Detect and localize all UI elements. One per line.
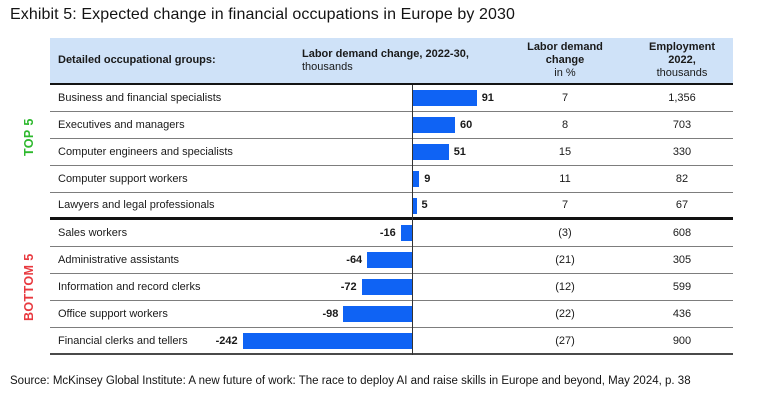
chart-zero-axis [412, 85, 413, 355]
group-label-top5: TOP 5 [22, 118, 36, 156]
demand-change-pct-value: 7 [561, 92, 569, 104]
occupation-label: Computer support workers [58, 173, 188, 185]
occupation-label: Sales workers [58, 227, 128, 239]
demand-change-bar [413, 198, 417, 214]
header-occupational-groups: Detailed occupational groups: [58, 38, 216, 83]
table-row: Sales workers -16 (3) 608 [50, 220, 733, 247]
occupation-label: Office support workers [58, 308, 168, 320]
bar-value-label: -64 [346, 254, 363, 266]
table-row: Computer support workers 9 11 82 [50, 166, 733, 193]
table-row: Administrative assistants -64 (21) 305 [50, 247, 733, 274]
occupation-label: Computer engineers and specialists [58, 146, 233, 158]
group-label-bottom5: BOTTOM 5 [22, 253, 36, 321]
header-labor-demand-change-thousands: Labor demand change, 2022-30, thousands [302, 38, 469, 83]
exhibit-table: Detailed occupational groups: Labor dema… [50, 38, 733, 355]
bar-value-label: -16 [379, 227, 396, 239]
bar-value-label: 60 [460, 119, 473, 131]
header-pct-line2: in % [554, 67, 576, 79]
demand-change-pct-value: (27) [555, 334, 575, 347]
table-row: Business and financial specialists 91 7 … [50, 85, 733, 112]
demand-change-pct-value: (3) [558, 227, 572, 239]
header-pct-line1: Labor demand change [527, 41, 603, 66]
bar-value-label: 91 [481, 92, 494, 104]
employment-value: 608 [672, 227, 692, 239]
demand-change-bar [413, 144, 449, 160]
source-note: Source: McKinsey Global Institute: A new… [10, 375, 691, 387]
occupation-label: Lawyers and legal professionals [58, 199, 215, 211]
employment-value: 67 [675, 199, 689, 211]
table-row: Financial clerks and tellers -242 (27) 9… [50, 328, 733, 355]
bar-value-label: 5 [421, 199, 428, 211]
demand-change-bar [400, 225, 412, 241]
bar-value-label: 51 [453, 146, 466, 158]
header-employment-line1: Employment 2022, [648, 41, 715, 66]
exhibit-title: Exhibit 5: Expected change in financial … [10, 6, 516, 23]
header-labor-demand-change-pct: Labor demand change in % [515, 38, 615, 83]
demand-change-pct-value: (22) [555, 308, 575, 320]
employment-value: 305 [672, 254, 692, 266]
table-row: Lawyers and legal professionals 5 7 67 [50, 193, 733, 220]
table-header-row: Detailed occupational groups: Labor dema… [50, 38, 733, 85]
employment-value: 599 [672, 281, 692, 293]
table-row: Information and record clerks -72 (12) 5… [50, 274, 733, 301]
demand-change-pct-value: 7 [561, 199, 569, 211]
demand-change-bar [367, 252, 412, 268]
table-row: Computer engineers and specialists 51 15… [50, 139, 733, 166]
demand-change-pct-value: 11 [559, 173, 571, 185]
bar-value-label: -242 [215, 334, 238, 347]
occupation-label: Financial clerks and tellers [58, 334, 188, 347]
table-row: Executives and managers 60 8 703 [50, 112, 733, 139]
header-employment: Employment 2022, thousands [634, 38, 730, 83]
demand-change-bar [242, 333, 412, 349]
header-occupational-groups-label: Detailed occupational groups: [58, 54, 216, 66]
table-body: Business and financial specialists 91 7 … [50, 85, 733, 355]
occupation-label: Business and financial specialists [58, 92, 222, 104]
employment-value: 330 [672, 146, 692, 158]
employment-value: 82 [675, 173, 689, 185]
demand-change-pct-value: 15 [558, 146, 572, 158]
demand-change-bar [343, 306, 412, 322]
demand-change-bar [413, 117, 455, 133]
bar-value-label: 9 [424, 173, 431, 185]
bar-value-label: -72 [340, 281, 357, 293]
header-change-line2: thousands [302, 60, 353, 73]
demand-change-pct-value: (12) [555, 281, 575, 293]
header-change-line1: Labor demand change, 2022-30, [302, 47, 469, 60]
demand-change-pct-value: (21) [555, 254, 575, 266]
employment-value: 436 [672, 308, 692, 320]
occupation-label: Executives and managers [58, 119, 185, 131]
demand-change-pct-value: 8 [561, 119, 569, 131]
table-row: Office support workers -98 (22) 436 [50, 301, 733, 328]
demand-change-bar [413, 171, 420, 187]
occupation-label: Administrative assistants [58, 254, 180, 266]
employment-value: 1,356 [668, 92, 696, 104]
employment-value: 703 [672, 119, 692, 131]
demand-change-bar [361, 279, 412, 295]
demand-change-bar [413, 90, 477, 106]
occupation-label: Information and record clerks [58, 281, 201, 293]
bar-value-label: -98 [322, 308, 339, 320]
employment-value: 900 [672, 334, 692, 347]
header-employment-line2: thousands [656, 67, 708, 79]
